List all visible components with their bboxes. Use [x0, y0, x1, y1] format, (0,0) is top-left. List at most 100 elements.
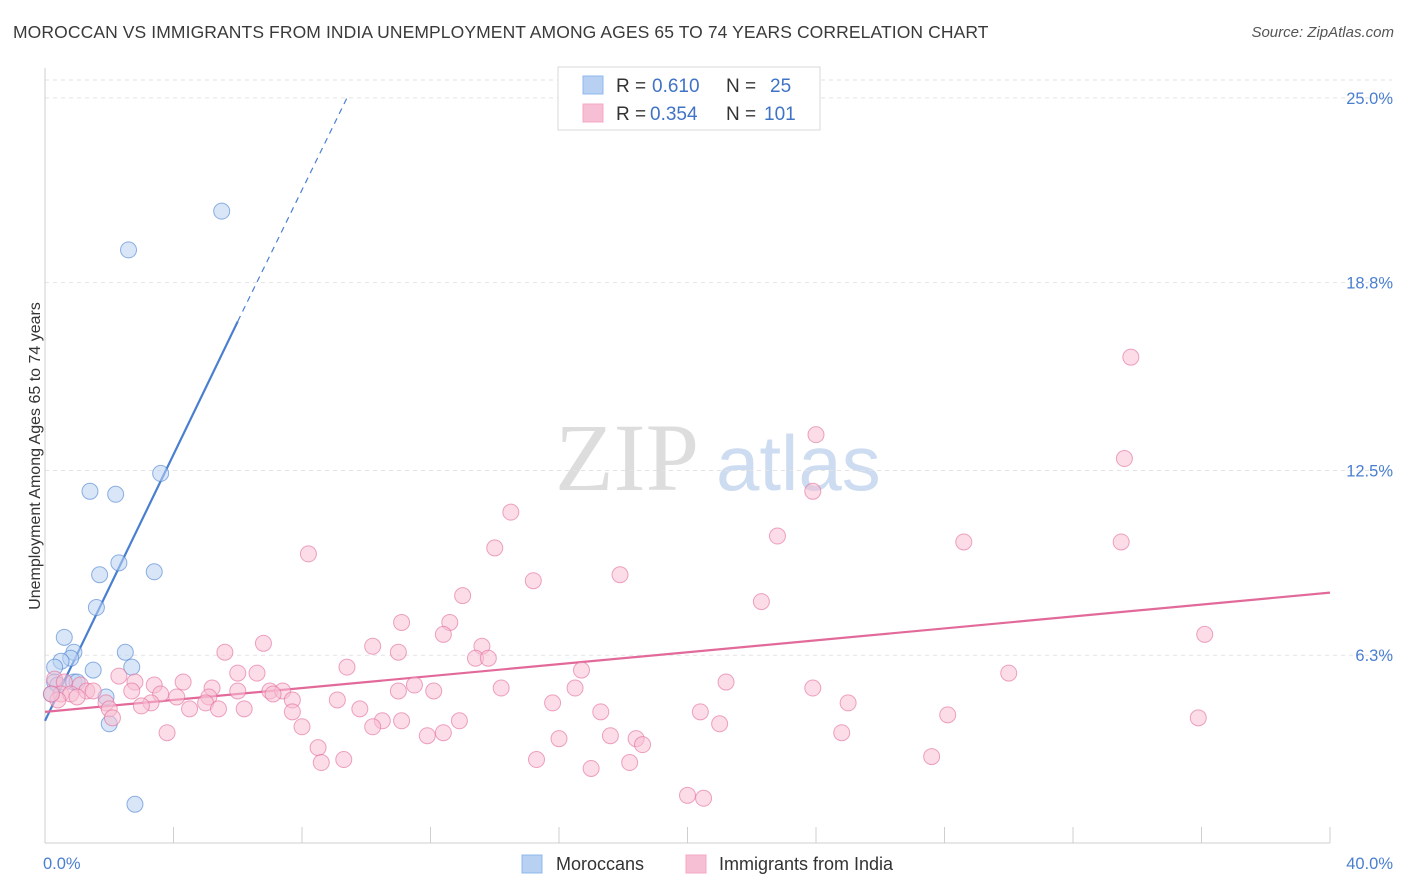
point-india-10: [524, 572, 542, 590]
point-india-2: [1115, 450, 1133, 468]
y-tick-label-0: 6.3%: [1355, 647, 1393, 665]
point-india-95: [528, 751, 546, 769]
point-india-17: [1196, 625, 1214, 643]
point-moroccans-7: [91, 566, 109, 584]
legend-n-label-2: N =: [726, 104, 756, 125]
point-moroccans-8: [87, 599, 105, 617]
point-india-94: [923, 748, 941, 766]
point-india-89: [601, 727, 619, 745]
series-label-india: Immigrants from India: [719, 854, 894, 874]
point-india-83: [364, 718, 382, 736]
point-india-66: [839, 694, 857, 712]
y-tick-label-3: 25.0%: [1346, 90, 1393, 108]
point-india-1: [807, 426, 825, 444]
point-india-21: [389, 643, 407, 661]
point-india-11: [611, 566, 629, 584]
point-moroccans-11: [116, 643, 134, 661]
point-moroccans-2: [152, 464, 170, 482]
point-moroccans-0: [213, 202, 231, 220]
point-india-71: [235, 700, 253, 718]
point-india-101: [695, 789, 713, 807]
legend-n-value-2: 101: [764, 104, 796, 125]
legend-r-label-1: R =: [616, 76, 646, 97]
point-india-86: [158, 724, 176, 742]
point-india-92: [634, 736, 652, 754]
point-india-30: [110, 667, 128, 685]
point-india-88: [418, 727, 436, 745]
point-india-96: [335, 751, 353, 769]
point-india-26: [572, 661, 590, 679]
point-india-18: [254, 634, 272, 652]
point-india-14: [393, 613, 411, 631]
point-india-16: [434, 625, 452, 643]
point-moroccans-1: [120, 241, 138, 259]
y-axis-title: Unemployment Among Ages 65 to 74 years: [27, 302, 44, 610]
point-india-0: [1122, 348, 1140, 366]
point-india-68: [132, 697, 150, 715]
point-moroccans-24: [126, 795, 144, 813]
legend-n-value-1: 25: [770, 76, 791, 97]
point-india-51: [84, 682, 102, 700]
point-india-87: [293, 718, 311, 736]
series-legend: Moroccans Immigrants from India: [521, 854, 894, 874]
y-tick-label-1: 12.5%: [1346, 462, 1393, 480]
legend-r-value-2: 0.354: [650, 104, 698, 125]
tick-labels: 6.3% 12.5% 18.8% 25.0% 0.0% 40.0%: [43, 90, 1393, 873]
axes: [44, 68, 1331, 844]
point-india-54: [168, 688, 186, 706]
point-india-31: [174, 673, 192, 691]
point-india-100: [679, 786, 696, 804]
y-tick-label-2: 18.8%: [1346, 275, 1393, 293]
point-india-27: [229, 664, 247, 682]
data-points: [42, 202, 1214, 813]
point-india-73: [351, 700, 369, 718]
trend-extension-moroccans: [237, 97, 348, 322]
point-india-44: [492, 679, 510, 697]
watermark-atlas: atlas: [716, 419, 881, 507]
point-india-84: [434, 724, 452, 742]
point-india-43: [425, 682, 443, 700]
point-india-32: [717, 673, 735, 691]
point-india-39: [229, 682, 247, 700]
legend-swatch-india: [582, 103, 604, 123]
point-india-72: [283, 703, 301, 721]
point-india-3: [804, 482, 822, 500]
point-moroccans-4: [107, 485, 125, 503]
point-india-98: [582, 759, 600, 777]
point-india-81: [450, 712, 468, 730]
point-india-75: [691, 703, 709, 721]
point-india-19: [364, 637, 382, 655]
point-india-35: [405, 676, 423, 694]
legend-swatch-moroccans: [582, 75, 604, 95]
grid-lines: [45, 79, 1392, 656]
x-tick-label-1: 40.0%: [1346, 855, 1393, 873]
point-india-22: [216, 643, 234, 661]
point-india-29: [1000, 664, 1018, 682]
point-india-69: [181, 700, 199, 718]
correlation-legend: R = 0.610 N = 25 R = 0.354 N = 101: [557, 66, 821, 131]
point-india-82: [711, 715, 729, 733]
point-india-93: [309, 739, 327, 757]
point-india-65: [544, 694, 562, 712]
point-india-25: [338, 658, 356, 676]
trend-line-india: [44, 591, 1331, 713]
point-india-56: [264, 685, 282, 703]
series-swatch-moroccans: [521, 854, 543, 874]
point-india-24: [479, 649, 497, 667]
watermark-zip: ZIP: [555, 404, 699, 511]
point-india-59: [42, 685, 60, 703]
point-india-8: [486, 539, 504, 557]
point-india-97: [312, 754, 330, 772]
point-india-12: [454, 587, 472, 605]
point-india-52: [123, 682, 141, 700]
point-india-77: [1189, 709, 1207, 727]
series-swatch-india: [685, 854, 707, 874]
point-moroccans-6: [110, 554, 128, 572]
point-moroccans-5: [145, 563, 163, 581]
point-india-57: [68, 688, 86, 706]
point-moroccans-15: [84, 661, 102, 679]
point-india-80: [393, 712, 411, 730]
legend-r-value-1: 0.610: [652, 76, 700, 97]
point-india-78: [103, 709, 121, 727]
